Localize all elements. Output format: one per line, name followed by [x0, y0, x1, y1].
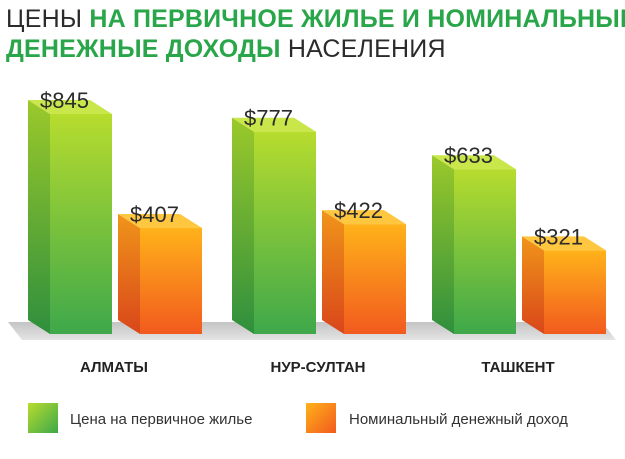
- bar-top-face: [232, 117, 316, 132]
- bar-side-face: [232, 117, 254, 335]
- bar-price-1: [232, 117, 316, 335]
- legend-label-0: Цена на первичное жилье: [70, 411, 252, 428]
- value-label-price-1: $777: [244, 106, 293, 131]
- value-label-income-0: $407: [130, 202, 179, 227]
- bar-front-face: [140, 228, 202, 334]
- category-label-1: НУР-СУЛТАН: [271, 359, 366, 376]
- title-bold-part-2: ДЕНЕЖНЫЕ ДОХОДЫ: [6, 35, 281, 63]
- legend-label-1: Номинальный денежный доход: [349, 411, 568, 428]
- title-bold-part-1: НА ПЕРВИЧНОЕ ЖИЛЬЕ И НОМИНАЛЬНЫЕ: [89, 5, 625, 33]
- category-label-0: АЛМАТЫ: [80, 359, 148, 376]
- bar-top-face: [28, 100, 112, 114]
- value-label-income-2: $321: [534, 224, 583, 249]
- bar-side-face: [432, 155, 454, 334]
- bar-price-0: [28, 100, 112, 334]
- bar-side-face: [522, 236, 544, 334]
- bar-front-face: [50, 114, 112, 334]
- bar-front-face: [344, 224, 406, 334]
- bar-front-face: [544, 250, 606, 334]
- bar-front-face: [454, 169, 516, 334]
- bar-price-2: [432, 155, 516, 334]
- bar-side-face: [118, 214, 140, 334]
- bar-top-face: [522, 236, 606, 251]
- legend-item-1: Номинальный денежный доход: [306, 403, 568, 433]
- legend-swatch-1: [306, 403, 336, 433]
- legend-item-0: Цена на первичное жилье: [28, 403, 252, 433]
- title-regular-part-1: ЦЕНЫ: [6, 5, 90, 33]
- bar-top-face: [118, 214, 202, 229]
- category-label-2: ТАШКЕНТ: [481, 359, 554, 376]
- chart-title-line-2: ДЕНЕЖНЫЕ ДОХОДЫ НАСЕЛЕНИЯ: [6, 34, 446, 64]
- bar-income-0: [118, 214, 202, 334]
- bar-income-1: [322, 210, 406, 334]
- bar-income-2: [522, 236, 606, 334]
- bar-top-face: [432, 155, 516, 170]
- bar-side-face: [322, 210, 344, 334]
- title-regular-part-2: НАСЕЛЕНИЯ: [280, 35, 446, 63]
- bar-front-face: [254, 131, 316, 334]
- value-label-price-2: $633: [444, 143, 493, 168]
- chart-title-line-1: ЦЕНЫ НА ПЕРВИЧНОЕ ЖИЛЬЕ И НОМИНАЛЬНЫЕ: [6, 4, 625, 34]
- bar-top-face: [322, 210, 406, 225]
- value-label-price-0: $845: [40, 88, 89, 113]
- bar-side-face: [28, 100, 50, 334]
- legend-swatch-0: [28, 403, 58, 433]
- value-label-income-1: $422: [334, 198, 383, 223]
